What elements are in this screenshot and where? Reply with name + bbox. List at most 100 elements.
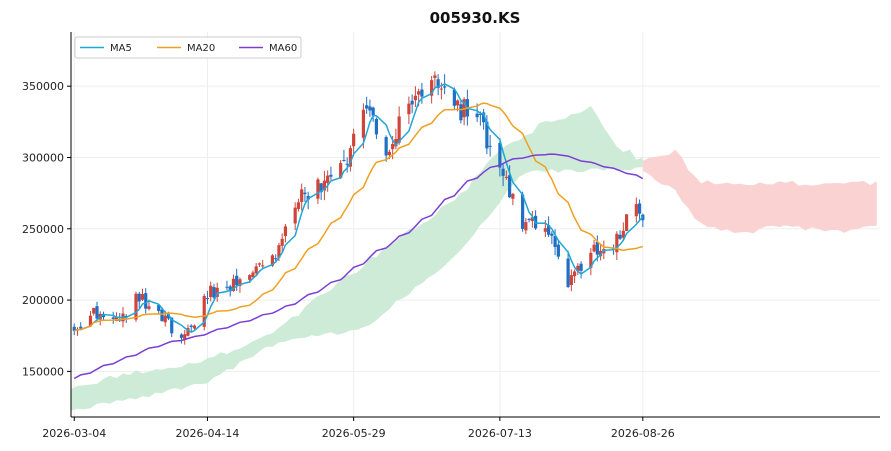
- candle-body: [407, 103, 411, 115]
- candle-body: [72, 326, 76, 331]
- candle: [501, 163, 505, 187]
- candle: [452, 87, 456, 110]
- candle-body: [280, 238, 284, 246]
- chart-title: 005930.KS: [430, 9, 521, 27]
- candle: [394, 128, 398, 150]
- series-line-ma5: [74, 83, 644, 333]
- candle: [459, 99, 463, 124]
- ichimoku-cloud: [71, 105, 877, 411]
- candle: [329, 166, 333, 180]
- candle: [95, 301, 99, 321]
- y-tick-label: 200000: [22, 294, 64, 307]
- legend-label: MA5: [110, 43, 132, 54]
- y-tick-label: 350000: [22, 80, 64, 93]
- y-tick-label: 150000: [22, 365, 64, 378]
- candle-body: [209, 285, 213, 298]
- candle: [572, 269, 577, 284]
- candle-body: [238, 279, 242, 286]
- candle-body: [478, 113, 482, 115]
- candle: [436, 74, 440, 96]
- legend-label: MA60: [269, 43, 297, 54]
- x-tick-label: 2026-08-26: [611, 427, 675, 440]
- candle: [530, 210, 534, 228]
- candle-body: [485, 121, 489, 149]
- candle: [576, 263, 580, 275]
- candle-body: [157, 305, 161, 311]
- candle: [137, 291, 141, 309]
- candle-body: [504, 176, 508, 178]
- series-line-ma60: [73, 153, 644, 380]
- candle: [183, 329, 187, 345]
- candle-body: [368, 106, 372, 111]
- candle: [254, 263, 258, 276]
- candle-body: [621, 230, 625, 238]
- candle: [92, 307, 96, 316]
- candle-body: [637, 203, 642, 214]
- candle-body: [475, 113, 479, 118]
- candle-body: [225, 286, 229, 288]
- candle: [498, 138, 502, 177]
- x-tick-label: 2026-05-29: [322, 427, 386, 440]
- candle: [75, 327, 80, 336]
- candle-body: [124, 316, 128, 318]
- candle-body: [397, 116, 401, 143]
- candle: [511, 192, 515, 206]
- y-tick-label: 250000: [22, 223, 64, 236]
- candle-body: [140, 294, 145, 300]
- candle: [430, 75, 434, 104]
- candle: [72, 323, 76, 336]
- candle-body: [202, 295, 206, 327]
- candle: [624, 213, 629, 231]
- candle: [634, 197, 638, 223]
- candle: [579, 261, 583, 279]
- candle-body: [592, 244, 596, 252]
- candle-body: [160, 309, 164, 321]
- candle-body: [527, 218, 531, 220]
- candle: [384, 135, 388, 162]
- series-line-ma20: [74, 102, 643, 332]
- legend-item: MA5: [80, 43, 132, 54]
- candle: [179, 333, 184, 344]
- candle-body: [283, 226, 288, 237]
- moving-average-lines: [73, 83, 644, 380]
- candle: [296, 198, 301, 212]
- candle: [189, 324, 193, 333]
- candle-body: [384, 137, 388, 156]
- candle-body: [339, 163, 343, 178]
- candle-body: [257, 263, 262, 265]
- candle: [420, 82, 424, 104]
- candle-body: [566, 258, 570, 287]
- candle: [235, 268, 239, 291]
- candle: [550, 231, 554, 245]
- candle-body: [303, 192, 307, 195]
- candle-body: [543, 228, 547, 232]
- candle-body: [88, 315, 93, 327]
- candle: [410, 94, 414, 114]
- candle-body: [553, 235, 557, 247]
- candle: [397, 106, 401, 145]
- candle: [413, 86, 417, 108]
- candle: [322, 170, 327, 201]
- candle-body: [547, 225, 551, 235]
- candle-body: [420, 89, 424, 97]
- candle-body: [163, 315, 167, 323]
- candle-body: [413, 95, 417, 101]
- candle-body: [205, 298, 210, 300]
- candle-body: [231, 278, 236, 291]
- candle: [598, 244, 603, 261]
- candle: [342, 149, 346, 162]
- candle-body: [114, 316, 119, 322]
- candle-body: [170, 317, 174, 334]
- candle-body: [92, 307, 96, 314]
- x-tick-label: 2026-07-13: [468, 427, 532, 440]
- candle: [202, 293, 206, 331]
- candle-body: [296, 202, 301, 209]
- candle-body: [270, 255, 275, 266]
- candle: [621, 222, 625, 241]
- candle-body: [144, 293, 148, 309]
- candle: [144, 288, 148, 314]
- candle-body: [482, 112, 486, 123]
- y-tick-label: 300000: [22, 151, 64, 164]
- candle-body: [452, 89, 456, 106]
